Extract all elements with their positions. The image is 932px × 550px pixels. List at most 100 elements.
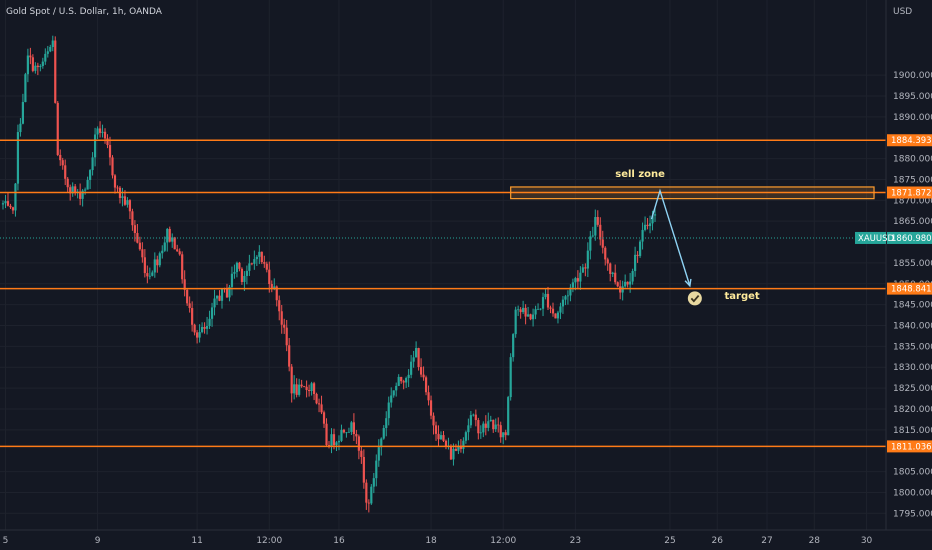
- candle-body: [474, 414, 477, 421]
- price-axis-ticks: 1900.000 1895.000 1890.000 1880.000 1875.000…: [893, 71, 932, 519]
- candle-body: [407, 374, 410, 379]
- current-price-label-bg: [887, 231, 932, 244]
- candle-body: [464, 432, 467, 441]
- candle-body: [39, 65, 42, 68]
- candle-body: [611, 272, 614, 274]
- current-price-label: 1860.980: [891, 234, 932, 244]
- candle-body: [489, 419, 492, 422]
- candle-body: [288, 345, 291, 367]
- time-tick-label: 26: [712, 536, 724, 546]
- candle-body: [208, 318, 211, 327]
- candle-body: [168, 228, 171, 242]
- candle-body: [146, 273, 149, 277]
- candle-body: [238, 262, 241, 269]
- candle-body: [439, 435, 443, 440]
- target-check-mark: [690, 295, 700, 303]
- candle-body: [178, 251, 181, 255]
- candle-body: [616, 282, 619, 287]
- candle-body: [551, 308, 555, 314]
- candle-body: [544, 293, 547, 298]
- candle-body: [98, 128, 102, 133]
- candle-body: [357, 436, 360, 451]
- price-tick-label: 1800.000: [893, 488, 932, 498]
- sell-zone-box[interactable]: [510, 186, 875, 200]
- projection-path[interactable]: [650, 188, 691, 287]
- candle-body: [442, 435, 445, 441]
- candle-body: [191, 308, 194, 325]
- candle-body: [218, 295, 221, 301]
- candle-body: [410, 361, 413, 375]
- candle-body: [265, 263, 268, 270]
- candle-body: [524, 307, 527, 317]
- candle-body: [574, 278, 577, 283]
- candle-body: [417, 348, 420, 368]
- candle-body: [400, 376, 403, 382]
- candle-body: [604, 247, 607, 260]
- time-tick-label: 9: [95, 536, 101, 546]
- candle-body: [377, 447, 380, 461]
- candle-body: [452, 448, 455, 460]
- candle-body: [230, 273, 234, 287]
- candle-body: [454, 448, 458, 451]
- candle-body: [34, 65, 37, 71]
- candle-body: [370, 486, 373, 504]
- candle-body: [173, 237, 176, 250]
- candle-body: [248, 263, 251, 271]
- time-tick-label: 23: [570, 536, 581, 546]
- candle-body: [320, 404, 323, 413]
- price-tick-label: 1895.000: [893, 92, 932, 102]
- candle-body: [606, 259, 609, 264]
- candle-body: [233, 272, 236, 274]
- candle-body: [380, 438, 383, 448]
- candle-body: [387, 402, 390, 419]
- candle-body: [504, 432, 507, 436]
- candle-body: [1, 203, 5, 205]
- candle-body: [310, 383, 313, 392]
- candle-body: [225, 288, 229, 298]
- candle-body: [198, 332, 201, 338]
- candle-body: [462, 440, 465, 449]
- candle-body: [196, 332, 199, 338]
- candle-body: [93, 134, 97, 158]
- candle-body: [210, 307, 214, 319]
- candle-body: [317, 403, 321, 405]
- candle-body: [54, 40, 57, 103]
- level-label-bg: [887, 282, 932, 295]
- candle-body: [581, 267, 584, 273]
- candle-body: [422, 374, 425, 378]
- price-tick-label: 1795.000: [893, 509, 932, 519]
- candle-body: [79, 191, 82, 199]
- candle-body: [564, 296, 567, 300]
- candle-body: [303, 386, 306, 388]
- candle-body: [482, 423, 485, 433]
- candle-body: [342, 429, 346, 433]
- price-tick-label: 1890.000: [893, 113, 932, 123]
- candle-body: [49, 47, 52, 52]
- candle-body: [330, 434, 333, 447]
- candle-body: [424, 377, 428, 393]
- time-tick-label: 5: [3, 536, 9, 546]
- candle-body: [111, 157, 114, 176]
- candle-body: [444, 440, 448, 447]
- candle-body: [536, 308, 540, 310]
- price-tick-label: 1855.000: [893, 259, 932, 269]
- time-tick-label: 28: [809, 536, 821, 546]
- candle-body: [629, 281, 632, 285]
- time-tick-label: 12:00: [256, 536, 282, 546]
- candle-body: [220, 288, 224, 301]
- candle-body: [69, 187, 72, 194]
- candle-body: [283, 324, 286, 328]
- level-label: 1871.872: [891, 189, 932, 199]
- candle-body: [479, 432, 482, 434]
- candle-body: [494, 424, 497, 430]
- candle-body: [148, 275, 151, 277]
- candle-body: [108, 145, 112, 158]
- candle-body: [549, 307, 552, 309]
- candle-body: [16, 132, 20, 184]
- candle-body: [621, 286, 624, 293]
- candle-body: [467, 425, 470, 433]
- candle-body: [11, 207, 15, 211]
- candle-body: [591, 235, 594, 237]
- candle-body: [395, 385, 398, 391]
- candle-body: [183, 279, 186, 290]
